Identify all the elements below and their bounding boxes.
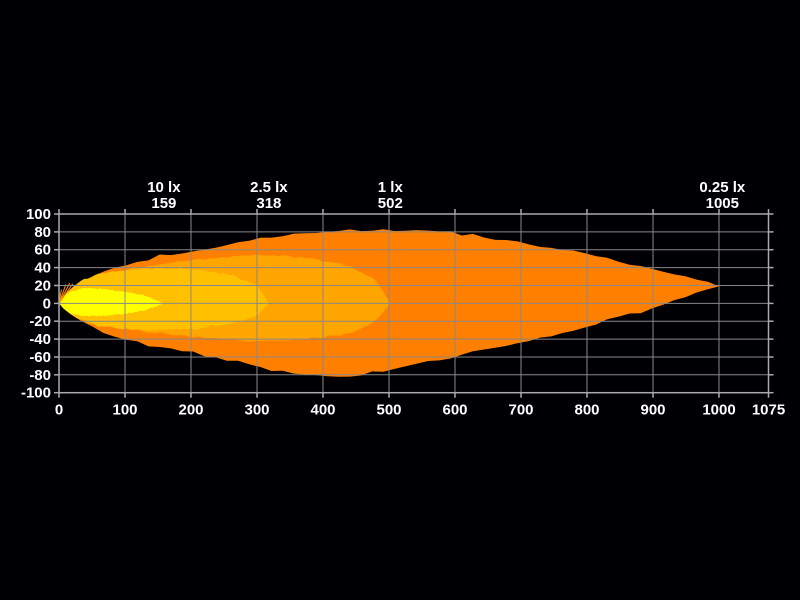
svg-text:159: 159 <box>151 195 176 212</box>
svg-text:900: 900 <box>640 402 665 419</box>
svg-text:-80: -80 <box>29 367 51 384</box>
svg-text:500: 500 <box>376 402 401 419</box>
svg-text:100: 100 <box>112 402 137 419</box>
svg-text:700: 700 <box>508 402 533 419</box>
svg-text:200: 200 <box>178 402 203 419</box>
svg-text:0: 0 <box>55 402 63 419</box>
svg-text:20: 20 <box>34 278 51 295</box>
svg-text:502: 502 <box>378 195 403 212</box>
svg-text:400: 400 <box>310 402 335 419</box>
svg-text:800: 800 <box>574 402 599 419</box>
svg-text:60: 60 <box>34 242 51 259</box>
svg-text:-40: -40 <box>29 331 51 348</box>
svg-text:0.25 lx: 0.25 lx <box>699 179 746 196</box>
svg-text:1 lx: 1 lx <box>378 179 404 196</box>
svg-text:300: 300 <box>244 402 269 419</box>
svg-text:1000: 1000 <box>702 402 735 419</box>
svg-text:80: 80 <box>34 224 51 241</box>
svg-text:600: 600 <box>442 402 467 419</box>
svg-text:0: 0 <box>43 295 51 312</box>
svg-text:40: 40 <box>34 260 51 277</box>
svg-text:-20: -20 <box>29 313 51 330</box>
svg-text:1075: 1075 <box>752 402 785 419</box>
svg-text:1005: 1005 <box>706 195 739 212</box>
svg-text:100: 100 <box>26 206 51 223</box>
svg-text:-60: -60 <box>29 349 51 366</box>
svg-text:10 lx: 10 lx <box>147 179 181 196</box>
svg-text:-100: -100 <box>21 385 51 402</box>
svg-text:318: 318 <box>256 195 281 212</box>
svg-text:2.5 lx: 2.5 lx <box>250 179 288 196</box>
